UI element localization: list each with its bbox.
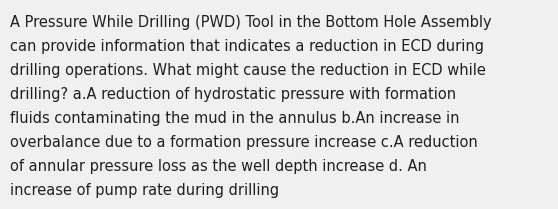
- Text: drilling operations. What might cause the reduction in ECD while: drilling operations. What might cause th…: [10, 63, 486, 78]
- Text: can provide information that indicates a reduction in ECD during: can provide information that indicates a…: [10, 39, 484, 54]
- Text: A Pressure While Drilling (PWD) Tool in the Bottom Hole Assembly: A Pressure While Drilling (PWD) Tool in …: [10, 15, 492, 30]
- Text: overbalance due to a formation pressure increase c.A reduction: overbalance due to a formation pressure …: [10, 135, 478, 150]
- Text: fluids contaminating the mud in the annulus b.An increase in: fluids contaminating the mud in the annu…: [10, 111, 460, 126]
- Text: of annular pressure loss as the well depth increase d. An: of annular pressure loss as the well dep…: [10, 159, 427, 174]
- Text: drilling? a.A reduction of hydrostatic pressure with formation: drilling? a.A reduction of hydrostatic p…: [10, 87, 456, 102]
- Text: increase of pump rate during drilling: increase of pump rate during drilling: [10, 183, 279, 198]
